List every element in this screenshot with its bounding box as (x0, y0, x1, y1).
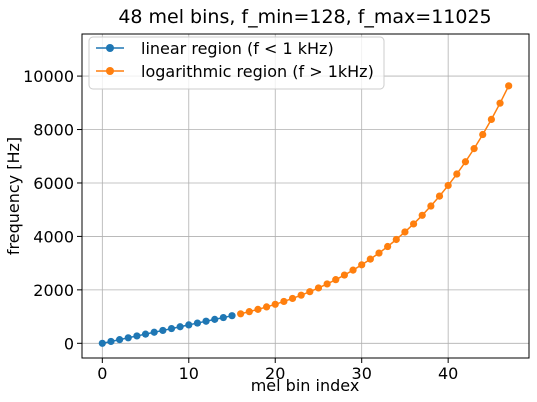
legend-log-marker (106, 67, 114, 75)
series-1-point (384, 242, 392, 251)
x-tick-label: 0 (97, 364, 107, 383)
y-tick-label: 6000 (33, 174, 74, 193)
series-1-point (375, 249, 383, 257)
series-1-point (461, 158, 470, 166)
series-0-point (228, 312, 236, 320)
series-1-point (418, 211, 426, 219)
series-1-point (340, 271, 349, 279)
series-0-point (167, 324, 176, 333)
series-0-point (219, 313, 227, 322)
series-0-point (133, 332, 141, 340)
axis-ticks: 0 10 20 30 40 0 2000 4000 6000 8000 10000 (23, 67, 458, 383)
y-axis-label: frequency [Hz] (4, 137, 23, 255)
series-1-point (332, 276, 340, 284)
series-0-point (107, 337, 115, 346)
x-tick-label: 10 (179, 364, 199, 383)
series-layer (98, 82, 513, 347)
plot-frame (81, 33, 530, 359)
legend: linear region (f < 1 kHz) logarithmic re… (88, 36, 385, 90)
series-1-point (435, 192, 444, 200)
series-1-point (262, 303, 271, 311)
series-0-point (150, 328, 158, 336)
series-1-point (349, 266, 357, 274)
series-1-point (453, 170, 461, 178)
series-1-point (358, 261, 366, 269)
series-1-point (280, 297, 288, 306)
series-1-point (401, 228, 409, 236)
series-1-point (297, 291, 305, 299)
y-tick-label: 0 (64, 334, 74, 353)
series-0-point (98, 339, 106, 347)
series-0-point (176, 323, 184, 331)
series-1-point (470, 145, 478, 153)
series-1-point (254, 305, 262, 313)
series-1-point (366, 255, 374, 263)
series-1-point (427, 202, 435, 210)
series-1-point (245, 308, 253, 316)
series-1-point (487, 115, 495, 123)
series-0-point (193, 319, 202, 327)
y-tick-label: 2000 (33, 281, 74, 300)
x-tick-label: 30 (352, 364, 372, 383)
series-1-point (496, 99, 504, 107)
series-1-point (288, 294, 297, 303)
series-line-0 (102, 314, 233, 345)
y-tick-label: 10000 (23, 67, 74, 86)
series-1-point (323, 280, 331, 288)
series-1-point (444, 181, 452, 190)
series-0-point (159, 326, 167, 335)
y-tick-label: 4000 (33, 227, 74, 246)
series-1-point (479, 130, 487, 139)
series-1-point (237, 310, 245, 318)
legend-log-label: logarithmic region (f > 1kHz) (141, 62, 374, 81)
series-0-point (141, 330, 150, 338)
series-0-point (202, 317, 210, 325)
series-0-point (185, 321, 193, 329)
chart-title: 48 mel bins, f_min=128, f_max=11025 (118, 6, 491, 28)
series-1-point (271, 300, 279, 308)
series-1-point (409, 220, 418, 228)
series-1-point (314, 284, 323, 292)
legend-box (88, 36, 385, 90)
x-tick-label: 40 (438, 364, 458, 383)
y-tick-label: 8000 (33, 121, 74, 140)
series-0-point (211, 315, 219, 323)
x-tick-label: 20 (265, 364, 285, 383)
series-0-point (116, 336, 124, 344)
series-1-point (392, 235, 400, 244)
legend-linear-label: linear region (f < 1 kHz) (141, 39, 334, 58)
x-axis-label: mel bin index (251, 376, 360, 395)
series-1-point (306, 288, 314, 296)
legend-linear-marker (106, 44, 114, 52)
series-1-point (505, 82, 513, 90)
series-0-point (124, 334, 132, 342)
